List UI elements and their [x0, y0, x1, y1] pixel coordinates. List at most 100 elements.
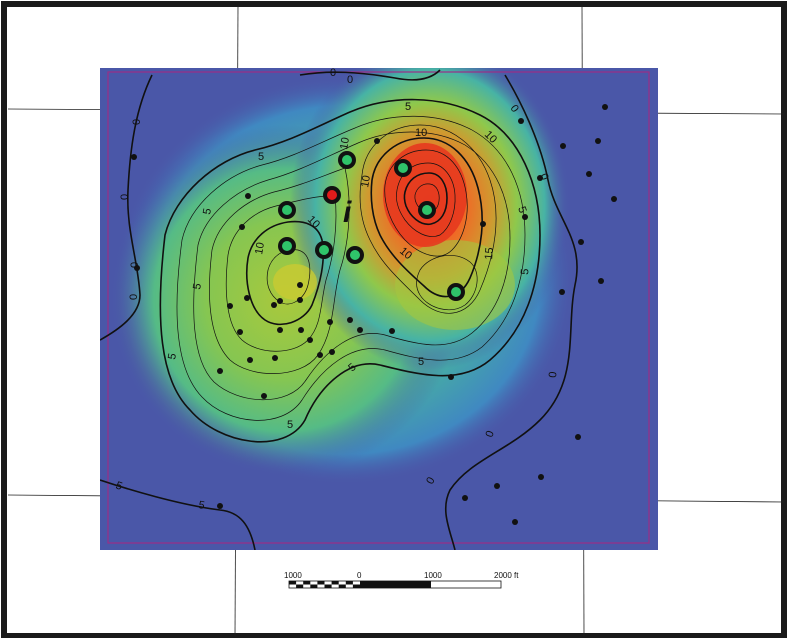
contour-ring-4: [225, 195, 337, 352]
contour-0-north: [299, 69, 441, 81]
contour-label: 0: [119, 194, 131, 200]
contour-label: 0: [330, 67, 336, 79]
dry-hole-well: [598, 278, 604, 284]
contour-label: 10: [253, 241, 267, 255]
dry-holes: [131, 104, 617, 525]
contour-ring-1: [176, 115, 526, 421]
contour-label: 5: [114, 480, 124, 493]
dry-hole-well: [494, 483, 500, 489]
dry-hole-well: [131, 154, 137, 160]
contour-ring-3: [209, 167, 350, 374]
dry-hole-well: [239, 224, 245, 230]
dry-hole-well: [277, 298, 283, 304]
dry-hole-well: [272, 355, 278, 361]
dry-hole-well: [518, 118, 524, 124]
anomaly-east-core: [383, 143, 467, 247]
producer-wells: [278, 151, 465, 301]
contour-label: 0: [537, 172, 550, 182]
contour-label: 5: [418, 356, 424, 368]
contour-label: 5: [405, 101, 411, 113]
contour-15-east: [403, 172, 448, 226]
dry-hole-well: [271, 302, 277, 308]
dry-hole-well: [595, 138, 601, 144]
contour-10-east: [370, 137, 483, 298]
dry-hole-well: [247, 357, 253, 363]
dry-hole-well: [538, 474, 544, 480]
scale-label-0: 0: [357, 571, 362, 580]
contour-label: 5: [197, 499, 205, 512]
producer-well: [278, 237, 296, 255]
scale-bar-segment: [296, 584, 304, 588]
dry-hole-well: [611, 196, 617, 202]
contour-label: 15: [483, 247, 496, 260]
dry-hole-well: [522, 214, 528, 220]
scale-bar-segment: [345, 581, 353, 585]
dry-hole-well: [560, 143, 566, 149]
dry-hole-well: [261, 393, 267, 399]
dry-hole-well: [277, 327, 283, 333]
contour-label: 10: [415, 127, 427, 139]
dry-hole-well: [578, 239, 584, 245]
contour-label: 5: [166, 352, 179, 360]
dry-hole-well: [298, 327, 304, 333]
contour-label: 0: [547, 371, 559, 378]
scale-bar-segment: [303, 581, 311, 585]
dry-hole-well: [575, 434, 581, 440]
contour-label: 5: [201, 207, 214, 215]
contour-label: 10: [338, 136, 352, 150]
dry-hole-well: [327, 319, 333, 325]
contour-label: 5: [258, 151, 264, 163]
dry-hole-well: [512, 519, 518, 525]
dry-hole-well: [347, 317, 353, 323]
dry-hole-well: [245, 193, 251, 199]
contour-label: 5: [515, 205, 528, 215]
contour-5-outer: [159, 98, 541, 443]
dry-hole-well: [237, 329, 243, 335]
dry-hole-well: [448, 374, 454, 380]
map-label: i: [343, 196, 352, 229]
dry-hole-well: [329, 349, 335, 355]
dry-hole-well: [602, 104, 608, 110]
contour-10-west: [246, 220, 325, 326]
contour-ring-2: [193, 131, 511, 401]
dry-hole-well: [307, 337, 313, 343]
producer-well: [447, 283, 465, 301]
contour-0-west: [100, 74, 153, 341]
dry-hole-well: [297, 282, 303, 288]
dry-hole-well: [462, 495, 468, 501]
dry-hole-well: [244, 295, 250, 301]
dry-hole-well: [374, 138, 380, 144]
scale-label-2000-ft: 2000 ft: [494, 571, 519, 580]
dry-hole-well: [586, 171, 592, 177]
dry-hole-well: [317, 352, 323, 358]
dry-hole-well: [297, 297, 303, 303]
scale-label-1000-right: 1000: [424, 571, 442, 580]
producer-well: [394, 159, 412, 177]
contour-label: 10: [359, 174, 373, 188]
contour-label: 5: [519, 268, 531, 275]
dry-hole-well: [357, 327, 363, 333]
dry-hole-well: [559, 289, 565, 295]
dry-hole-well: [537, 175, 543, 181]
scale-bar-segment: [289, 581, 297, 585]
contour-label: 0: [347, 74, 353, 86]
dry-hole-well: [480, 221, 486, 227]
contour-label: 0: [424, 475, 437, 486]
producer-well: [418, 201, 436, 219]
contour-label: 5: [287, 419, 293, 431]
scale-bar-segment: [352, 584, 360, 588]
map-border: [107, 71, 650, 544]
scale-bar-solid-segment: [360, 581, 431, 588]
contour-0-east: [444, 74, 578, 550]
contour-label: 0: [484, 429, 497, 439]
highlighted-well: [323, 186, 341, 204]
contour-0-southwest: [100, 479, 256, 550]
contour-label: 0: [129, 262, 141, 268]
dry-hole-well: [217, 503, 223, 509]
producer-well: [278, 201, 296, 219]
contour-label: 0: [508, 103, 521, 115]
dry-hole-well: [389, 328, 395, 334]
contour-label: 5: [191, 282, 204, 290]
contour-ring-east-2: [384, 149, 468, 257]
